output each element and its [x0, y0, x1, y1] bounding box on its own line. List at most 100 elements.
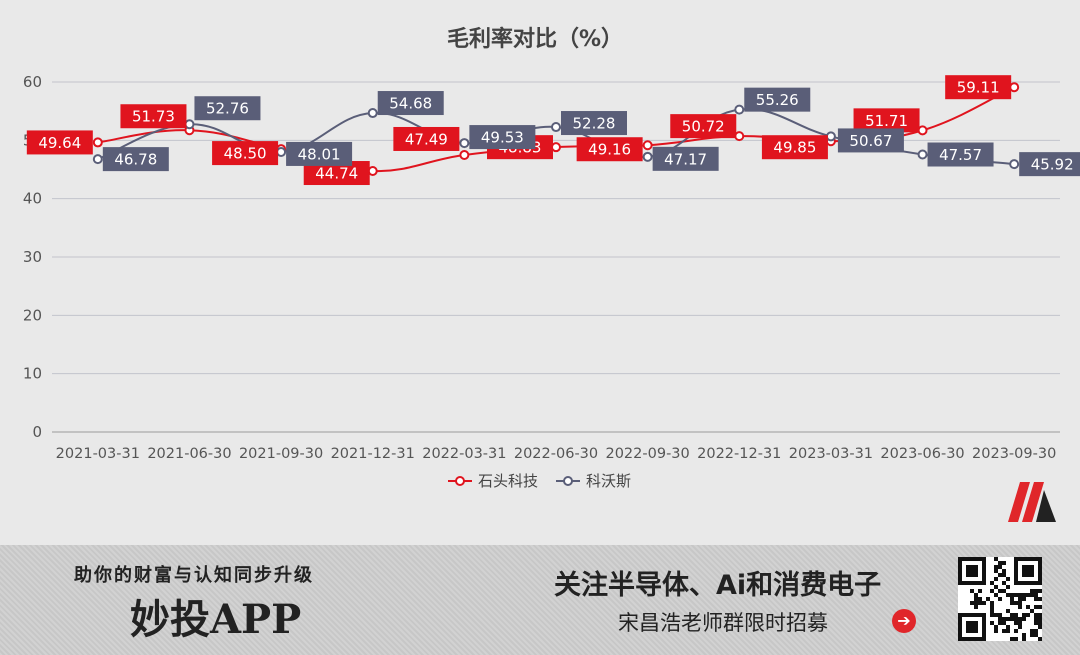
data-label-box: [26, 130, 93, 155]
legend-marker: [563, 476, 573, 486]
data-label-text: 48.01: [298, 145, 341, 163]
data-label-text: 54.68: [389, 95, 432, 113]
data-point[interactable]: [917, 149, 928, 160]
data-label-box: [212, 141, 279, 166]
data-label-box: [945, 75, 1012, 100]
y-tick-label: 20: [23, 306, 42, 324]
promo-banner[interactable]: 助你的财富与认知同步升级 妙投APP 关注半导体、Ai和消费电子 宋昌浩老师群限…: [0, 545, 1080, 655]
data-label: 51.71: [853, 108, 920, 133]
arrow-right-icon[interactable]: ➔: [892, 609, 916, 633]
legend-label: 石头科技: [478, 472, 538, 490]
data-point[interactable]: [92, 137, 103, 148]
data-label-box: [744, 87, 811, 112]
data-point[interactable]: [734, 104, 745, 115]
data-label-text: 46.78: [114, 151, 157, 169]
data-label-box: [837, 128, 904, 153]
data-label-text: 50.67: [849, 132, 892, 150]
data-label-box: [120, 104, 187, 129]
banner-brand: 妙投APP: [130, 596, 302, 643]
y-tick-label: 60: [23, 73, 42, 91]
data-label-box: [927, 142, 994, 167]
data-label: 45.92: [1019, 152, 1080, 177]
x-tick-label: 2023-03-31: [789, 446, 873, 462]
x-tick-label: 2023-09-30: [972, 446, 1056, 462]
data-label: 52.76: [194, 96, 261, 121]
data-label: 48.50: [212, 141, 279, 166]
data-point[interactable]: [92, 154, 103, 165]
data-label-box: [1019, 152, 1080, 177]
data-label-box: [393, 126, 460, 151]
data-label-text: 45.92: [1031, 156, 1074, 174]
data-point[interactable]: [551, 122, 561, 133]
data-label: 47.49: [393, 126, 460, 151]
data-point[interactable]: [825, 131, 836, 142]
data-point[interactable]: [734, 131, 745, 142]
legend-label: 科沃斯: [586, 472, 631, 490]
x-tick-label: 2022-09-30: [605, 446, 689, 462]
data-label-box: [286, 141, 353, 166]
data-label: 51.73: [120, 104, 187, 129]
legend-item-2[interactable]: 科沃斯: [556, 472, 631, 490]
data-label-text: 49.16: [588, 141, 631, 159]
y-tick-label: 40: [23, 190, 42, 208]
data-label: 50.72: [670, 114, 737, 139]
legend-marker: [455, 476, 465, 486]
data-label: 48.01: [286, 141, 353, 166]
data-label-text: 51.73: [132, 108, 175, 126]
y-tick-label: 10: [23, 365, 42, 383]
x-tick-label: 2022-12-31: [697, 446, 781, 462]
data-point[interactable]: [1009, 82, 1020, 93]
data-label: 52.28: [561, 111, 627, 136]
data-label: 49.64: [26, 130, 93, 155]
data-label-box: [561, 111, 627, 136]
data-point[interactable]: [367, 166, 378, 177]
data-label: 47.17: [652, 146, 719, 171]
data-point[interactable]: [917, 125, 928, 136]
data-label-text: 48.50: [224, 145, 267, 163]
data-label: 47.57: [927, 142, 994, 167]
data-label-text: 51.71: [865, 112, 908, 130]
x-tick-label: 2023-06-30: [880, 446, 964, 462]
legend-item-1[interactable]: 石头科技: [448, 472, 538, 490]
data-label-box: [102, 147, 169, 172]
data-point[interactable]: [367, 108, 378, 119]
x-tick-label: 2022-03-31: [422, 446, 506, 462]
data-label-box: [652, 146, 719, 171]
legend[interactable]: 石头科技 科沃斯: [448, 472, 631, 490]
data-label-box: [576, 137, 643, 162]
data-point[interactable]: [276, 146, 287, 157]
banner-slogan: 助你的财富与认知同步升级: [74, 565, 314, 586]
data-point[interactable]: [1009, 159, 1020, 170]
data-point[interactable]: [184, 119, 195, 130]
axes: 2021-03-31 2021-06-30 2021-09-30 2021-12-31…: [56, 446, 1057, 462]
data-point[interactable]: [642, 140, 653, 151]
data-label-text: 59.11: [957, 79, 1000, 97]
data-label-text: 52.28: [573, 115, 616, 133]
data-label-box: [469, 125, 536, 150]
data-label-text: 49.64: [38, 134, 81, 152]
data-point[interactable]: [551, 142, 561, 153]
data-point[interactable]: [459, 138, 470, 149]
data-label: 49.85: [761, 135, 828, 160]
data-label-text: 49.85: [773, 139, 816, 157]
data-label-text: 47.17: [664, 150, 707, 168]
x-tick-label: 2022-06-30: [514, 446, 598, 462]
y-tick-label: 0: [32, 423, 42, 441]
data-label: 49.53: [469, 125, 536, 150]
x-tick-label: 2021-12-31: [331, 446, 415, 462]
data-label-text: 52.76: [206, 100, 249, 118]
data-label: 46.78: [102, 147, 169, 172]
data-point[interactable]: [459, 149, 470, 160]
data-label-text: 50.72: [682, 118, 725, 136]
data-label-text: 47.49: [405, 130, 448, 148]
data-label-box: [853, 108, 920, 133]
qr-code-icon[interactable]: [958, 557, 1042, 641]
data-point[interactable]: [642, 151, 653, 162]
data-label: 54.68: [377, 91, 444, 116]
data-label-text: 47.57: [939, 146, 982, 164]
banner-headline: 关注半导体、Ai和消费电子: [554, 570, 882, 601]
chart-title: 毛利率对比（%）: [447, 26, 623, 52]
banner-subline: 宋昌浩老师群限时招募: [618, 611, 828, 635]
y-tick-label: 30: [23, 248, 42, 266]
